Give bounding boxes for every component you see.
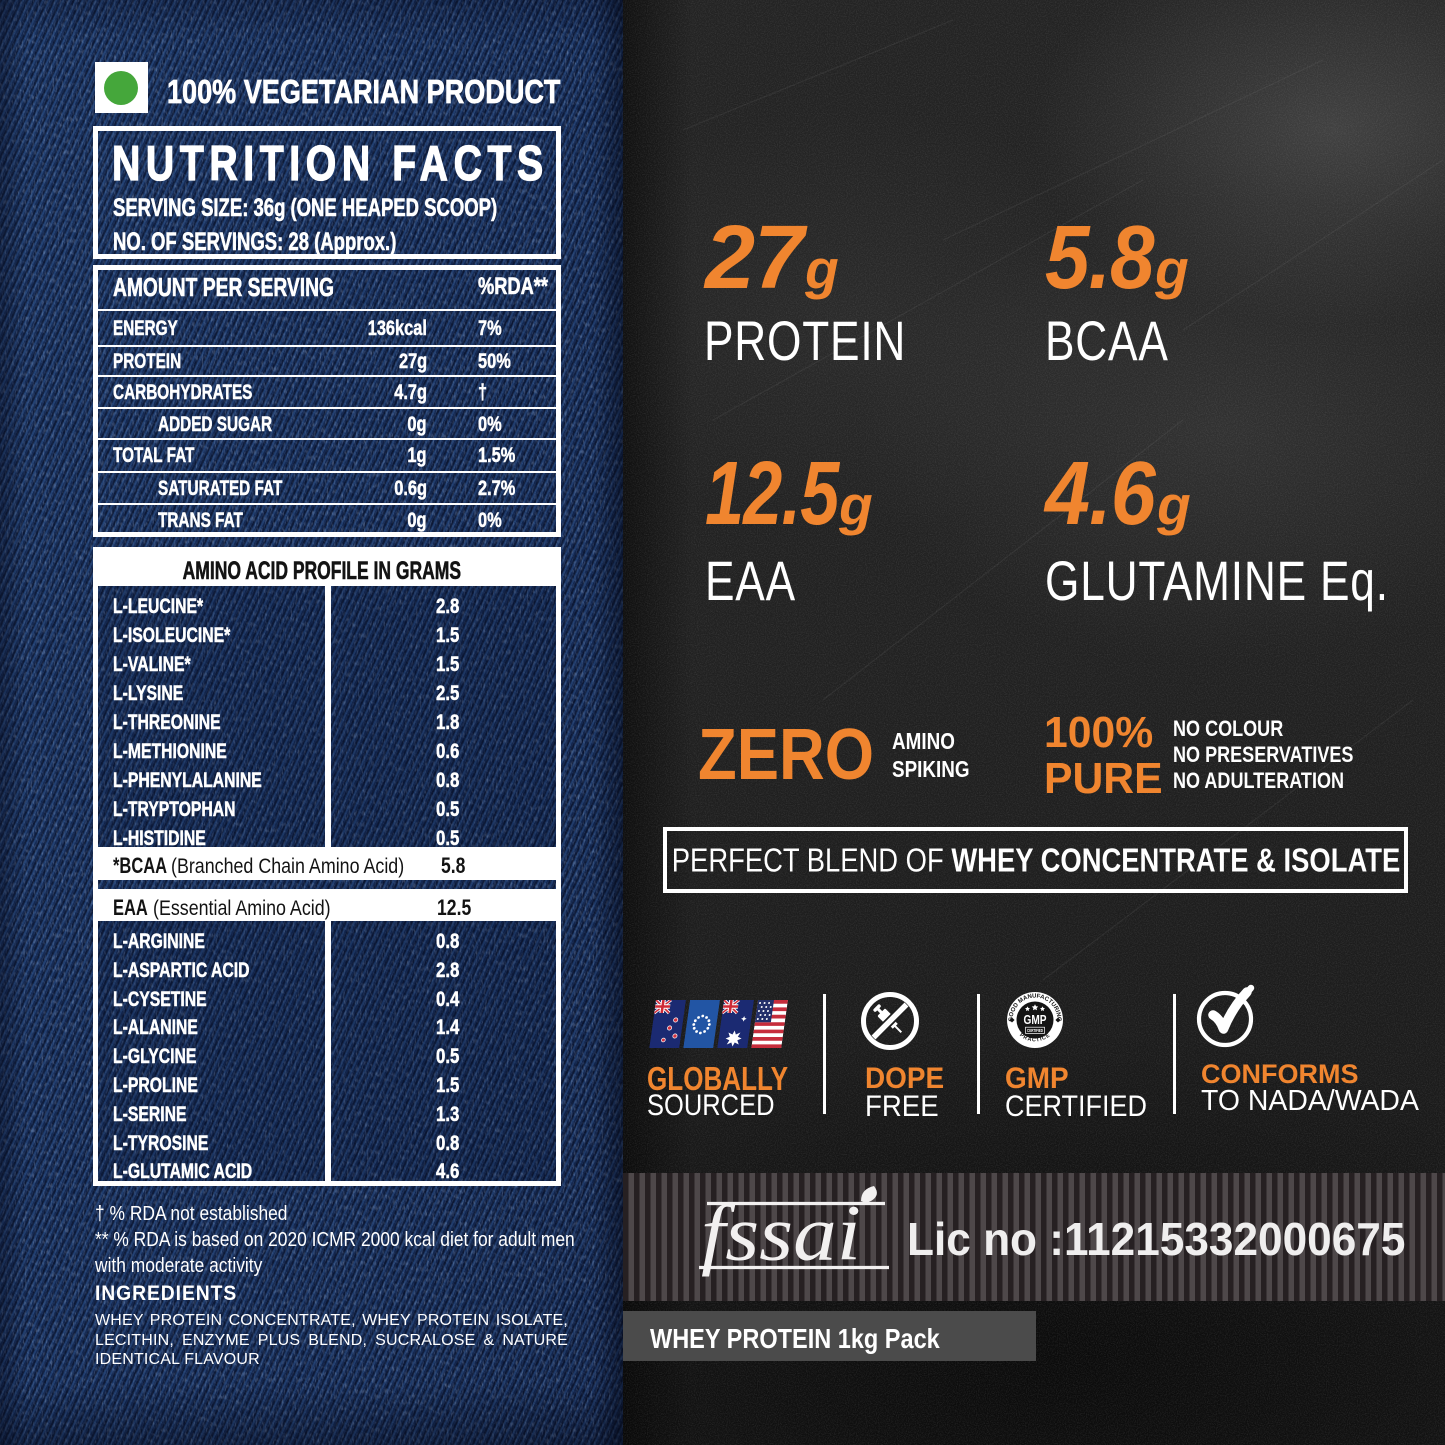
svg-text:fssai: fssai — [701, 1188, 861, 1277]
svg-text:CERTIFIED: CERTIFIED — [1027, 1028, 1043, 1033]
svg-text:GMP: GMP — [1024, 1012, 1047, 1027]
svg-text:PRACTICE: PRACTICE — [1018, 1032, 1052, 1043]
